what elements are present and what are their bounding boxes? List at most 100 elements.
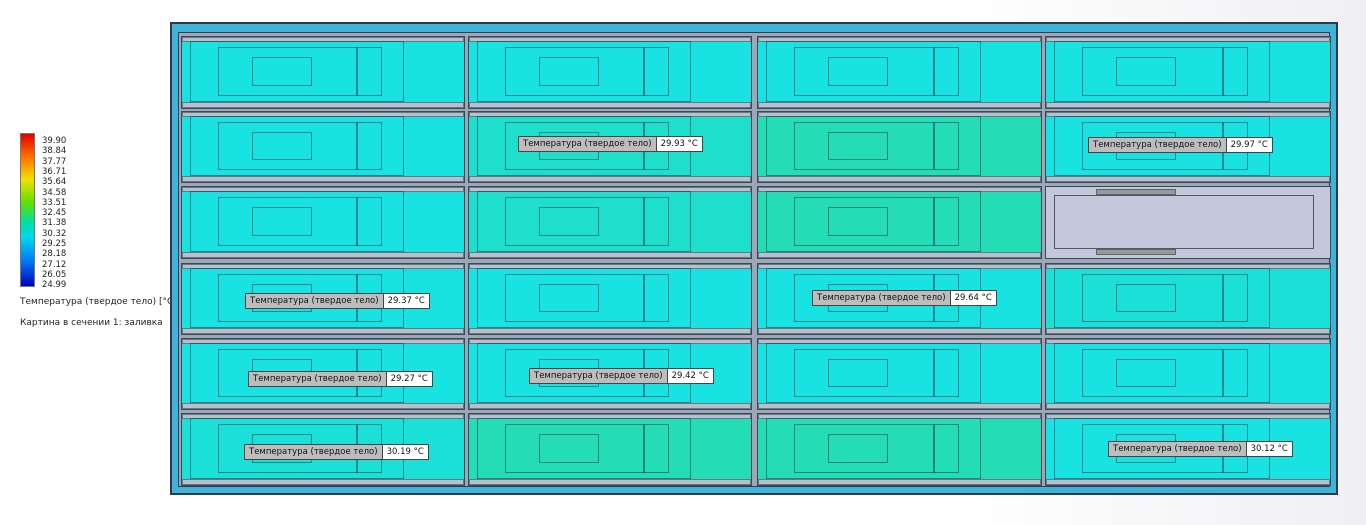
probe-name: Температура (твердое тело)	[248, 371, 387, 387]
cell-detail	[933, 47, 935, 96]
cell-detail	[539, 434, 599, 463]
probe-label: Температура (твердое тело) 29.27 °C	[248, 371, 433, 387]
probe-value: 29.27 °C	[386, 371, 433, 387]
cell-detail	[1116, 359, 1176, 387]
cell-detail	[1096, 249, 1176, 255]
legend-tick-label: 26.05	[42, 269, 67, 280]
cell-detail	[252, 207, 312, 236]
cell-detail	[505, 274, 669, 322]
cell-detail	[933, 349, 935, 397]
cell-detail	[1046, 403, 1330, 409]
legend-tick-label: 32.45	[42, 208, 67, 219]
cell-detail	[505, 197, 669, 246]
cell-detail	[190, 41, 404, 102]
battery-cell	[468, 413, 752, 486]
probe-label: Температура (твердое тело) 30.19 °C	[244, 444, 429, 460]
cell-detail	[1082, 47, 1248, 96]
cell-detail	[758, 102, 1041, 108]
cell-detail	[758, 403, 1041, 409]
cell-detail	[766, 41, 981, 102]
cell-detail	[766, 116, 981, 176]
legend-tick-label: 33.51	[42, 197, 67, 208]
cell-detail	[356, 122, 358, 170]
probe-name: Температура (твердое тело)	[1088, 137, 1227, 153]
cell-detail	[933, 122, 935, 170]
probe-value: 29.64 °C	[950, 290, 997, 306]
cell-detail	[1222, 47, 1224, 96]
cell-detail	[643, 47, 645, 96]
cell-detail	[182, 328, 464, 334]
legend-tick-label: 35.64	[42, 177, 67, 188]
legend-tick-label: 27.12	[42, 259, 67, 270]
cell-detail	[190, 116, 404, 176]
cell-detail	[828, 132, 888, 160]
cell-detail	[182, 176, 464, 182]
probe-name: Температура (твердое тело)	[812, 290, 951, 306]
battery-cell	[757, 413, 1042, 486]
legend-tick-label: 31.38	[42, 218, 67, 229]
cell-detail	[477, 418, 691, 479]
battery-cell	[1045, 36, 1331, 109]
probe-value: 29.42 °C	[667, 368, 714, 384]
cell-detail	[218, 122, 382, 170]
probe-name: Температура (твердое тело)	[518, 136, 657, 152]
cell-detail	[182, 252, 464, 258]
cell-detail	[766, 191, 981, 252]
cell-detail	[1082, 349, 1248, 397]
probe-value: 29.37 °C	[383, 293, 430, 309]
cell-detail	[190, 191, 404, 252]
cell-detail	[933, 424, 935, 473]
legend-tick-label: 30.32	[42, 228, 67, 239]
legend-tick-label: 37.77	[42, 156, 67, 167]
probe-label: Температура (твердое тело) 30.12 °C	[1108, 441, 1293, 457]
color-bar	[20, 133, 35, 287]
cell-detail	[1054, 268, 1270, 328]
legend-subtitle: Картина в сечении 1: заливка	[20, 318, 163, 328]
probe-name: Температура (твердое тело)	[245, 293, 384, 309]
cell-detail	[477, 268, 691, 328]
cell-detail	[1116, 284, 1176, 312]
cell-detail	[505, 47, 669, 96]
cell-detail	[794, 197, 959, 246]
cell-detail	[1046, 102, 1330, 108]
cell-detail	[1082, 274, 1248, 322]
cell-detail	[469, 328, 751, 334]
battery-cell	[468, 263, 752, 335]
cell-detail	[182, 479, 464, 485]
cell-detail	[766, 343, 981, 403]
cell-detail	[182, 102, 464, 108]
battery-cell	[181, 36, 465, 109]
cell-detail	[758, 479, 1041, 485]
cell-detail	[1222, 349, 1224, 397]
cell-detail	[477, 41, 691, 102]
cell-detail	[252, 132, 312, 160]
battery-cell	[757, 186, 1042, 259]
cell-detail	[1046, 176, 1330, 182]
cell-detail	[933, 197, 935, 246]
cell-detail	[218, 197, 382, 246]
cell-detail	[643, 424, 645, 473]
cell-detail	[766, 418, 981, 479]
cell-detail	[469, 479, 751, 485]
cell-detail	[1096, 189, 1176, 195]
cell-detail	[252, 57, 312, 86]
battery-cell	[1045, 263, 1331, 335]
probe-label: Температура (твердое тело) 29.93 °C	[518, 136, 703, 152]
cell-detail	[643, 197, 645, 246]
probe-label: Температура (твердое тело) 29.64 °C	[812, 290, 997, 306]
cell-detail	[828, 434, 888, 463]
cell-detail	[1054, 343, 1270, 403]
cell-detail	[794, 424, 959, 473]
cell-detail	[469, 252, 751, 258]
probe-value: 29.93 °C	[656, 136, 703, 152]
probe-value: 29.97 °C	[1226, 137, 1273, 153]
cell-detail	[828, 359, 888, 387]
battery-cell	[468, 186, 752, 259]
cell-detail	[794, 122, 959, 170]
legend-tick-label: 29.25	[42, 239, 67, 249]
probe-label: Температура (твердое тело) 29.42 °C	[529, 368, 714, 384]
cell-detail	[356, 197, 358, 246]
probe-name: Температура (твердое тело)	[244, 444, 383, 460]
legend-tick-label: 24.99	[42, 280, 67, 291]
battery-cell	[757, 111, 1042, 183]
